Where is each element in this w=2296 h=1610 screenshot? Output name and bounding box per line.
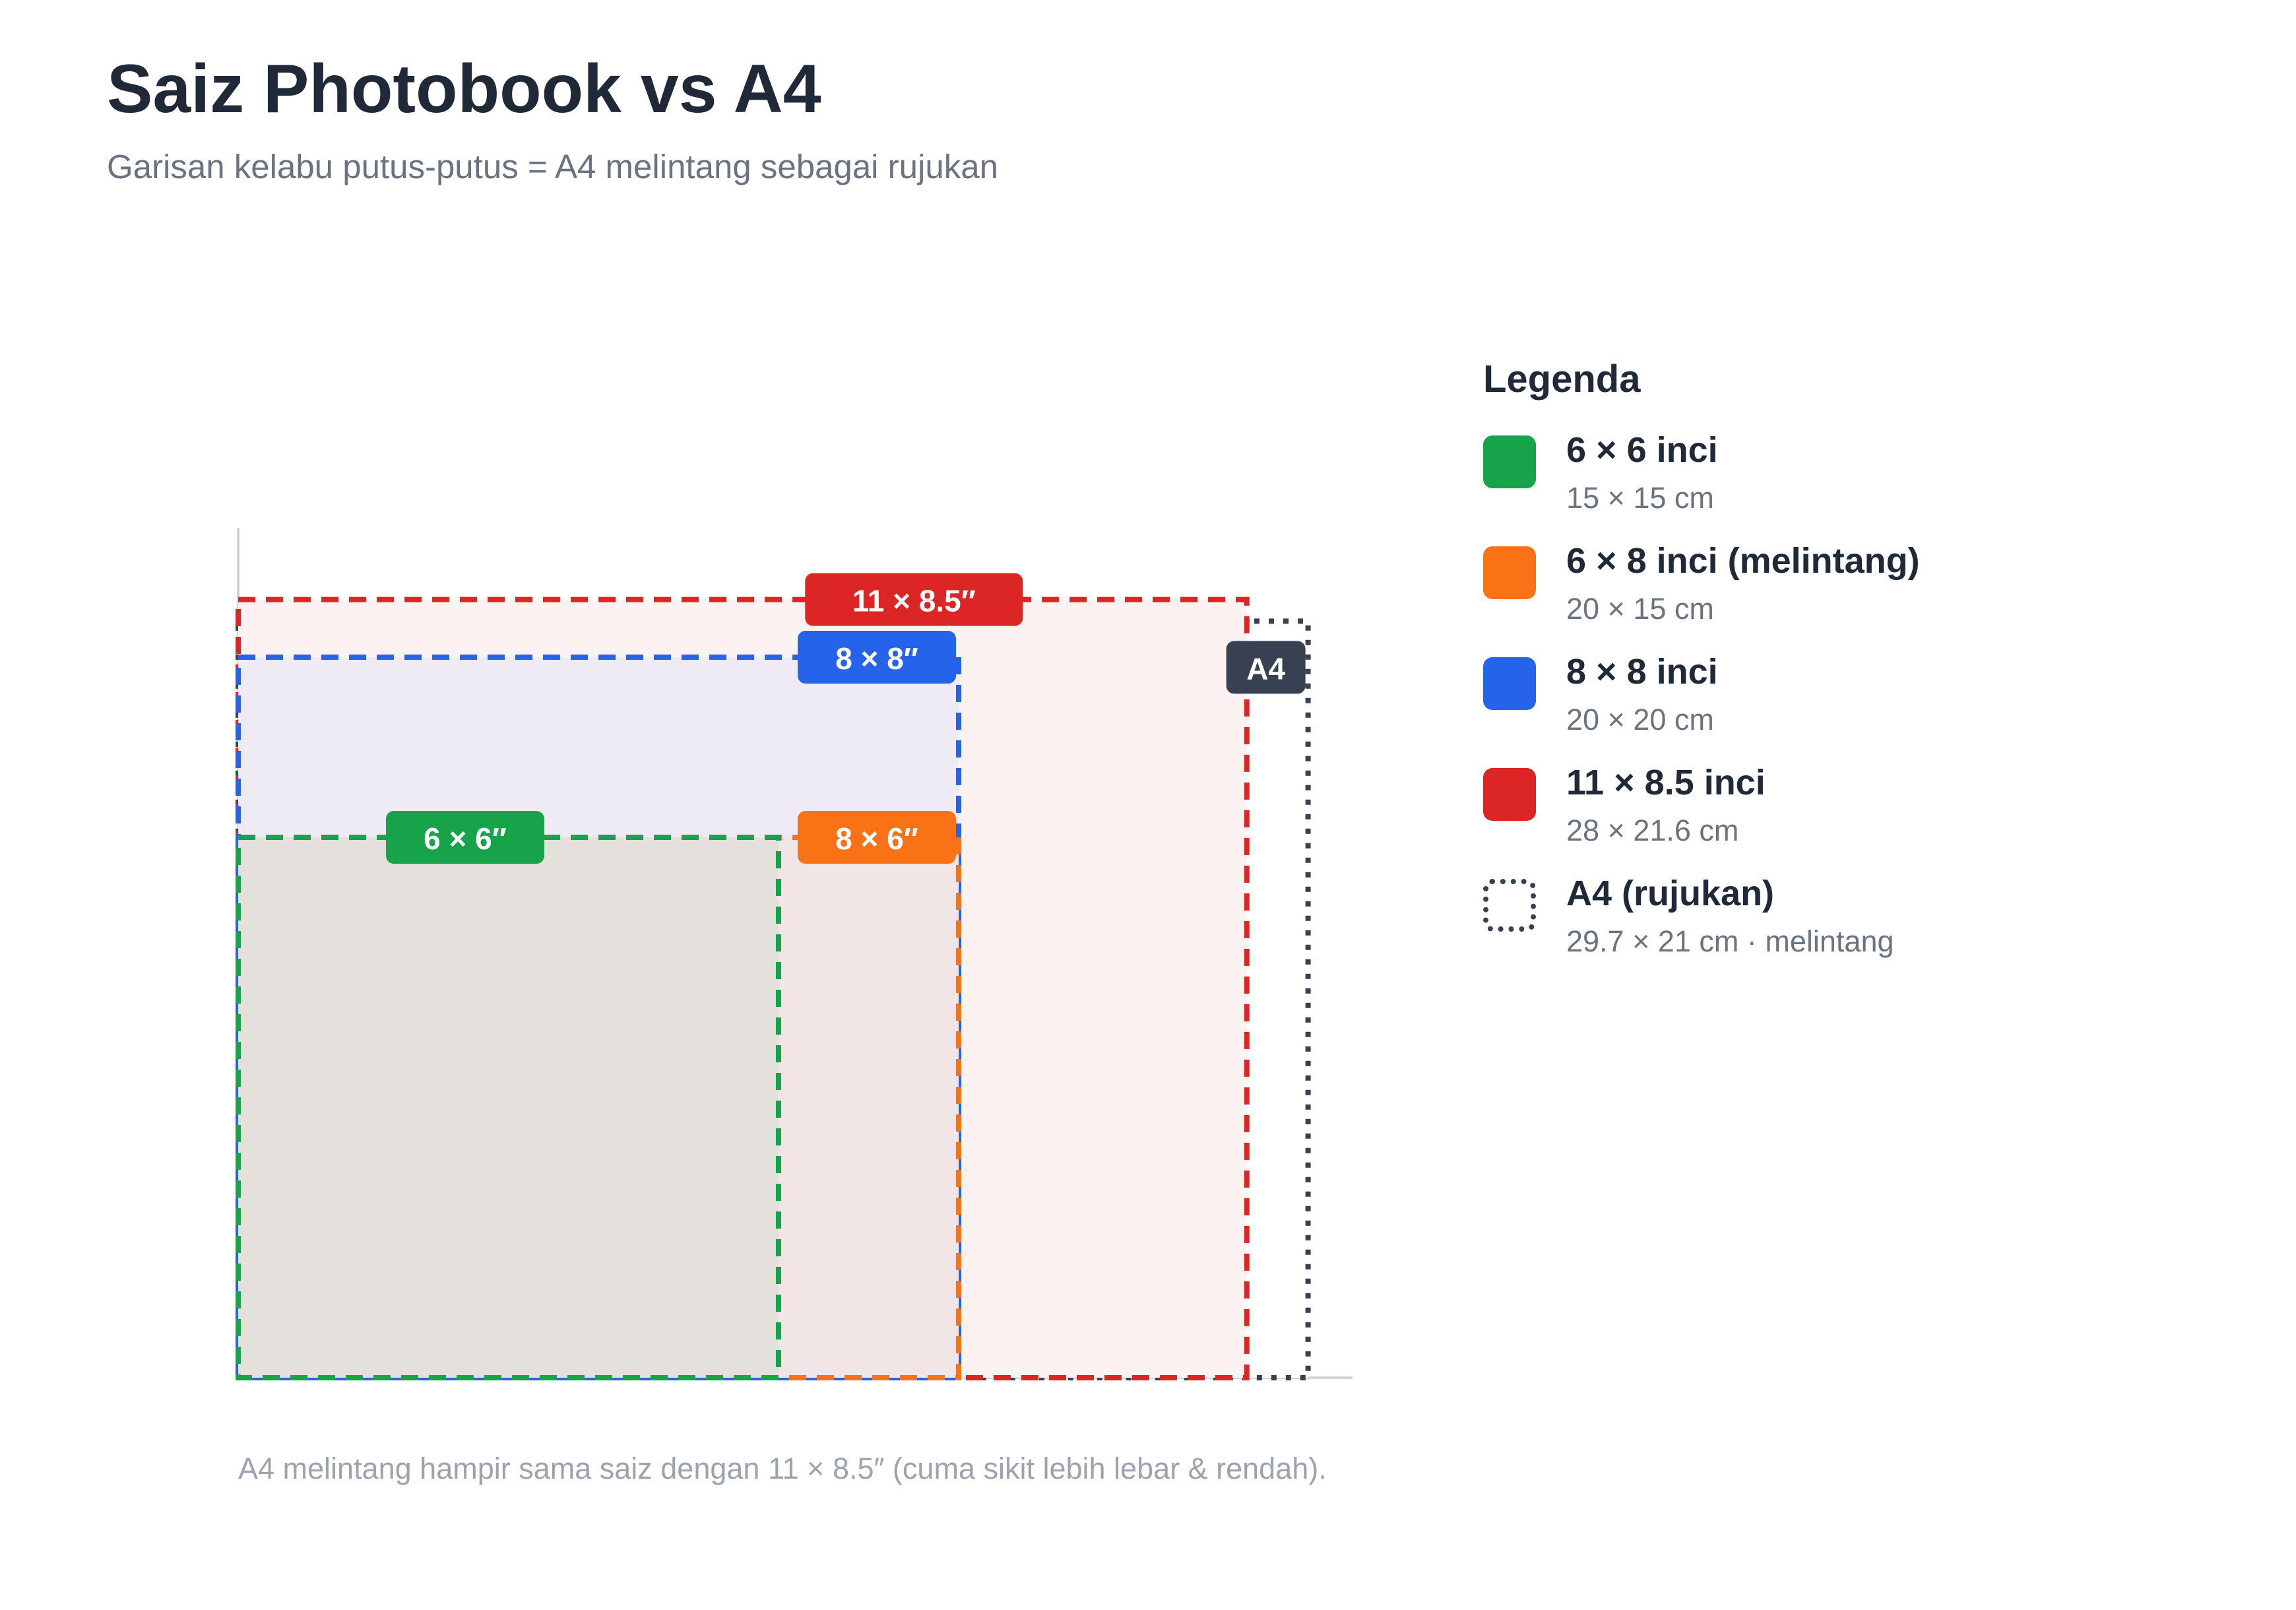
legend-item-name: 8 × 8 inci — [1566, 651, 1718, 692]
footnote: A4 melintang hampir sama saiz dengan 11 … — [238, 1452, 1327, 1485]
legend-item-a4: A4 (rujukan) 29.7 × 21 cm · melintang — [1483, 872, 2242, 983]
page-title: Saiz Photobook vs A4 — [107, 51, 821, 127]
size-label-badge-a4 — [1226, 641, 1306, 694]
size-label-badge-6x6 — [385, 811, 544, 864]
legend-title: Legenda — [1483, 358, 1641, 401]
legend-item-size: 15 × 15 cm — [1566, 480, 1714, 515]
legend-swatch-6x8 — [1483, 546, 1536, 599]
legend-item-size: 29.7 × 21 cm · melintang — [1566, 924, 1894, 958]
legend-item-name: A4 (rujukan) — [1566, 873, 1775, 913]
legend-item-8x8: 8 × 8 inci 20 × 20 cm — [1483, 651, 2242, 761]
labels-layer: A4 11 × 8.5″ 8 × 8″ 8 × 6″ 6 × 6″ — [385, 573, 1306, 864]
size-label-badge-11x8-5 — [805, 573, 1023, 626]
legend-item-size: 20 × 20 cm — [1566, 702, 1714, 736]
legend-item-6x6: 6 × 6 inci 15 × 15 cm — [1483, 429, 2242, 540]
legend-item-11x8-5: 11 × 8.5 inci 28 × 21.6 cm — [1483, 761, 2242, 872]
rectangles-layer — [236, 596, 1311, 1380]
legend: Legenda 6 × 6 inci 15 × 15 cm 6 × 8 inci… — [1483, 356, 2242, 983]
size-label-badge-8x8 — [798, 631, 956, 684]
legend-item-name: 11 × 8.5 inci — [1566, 762, 1766, 802]
size-rect-6x6 — [236, 835, 781, 1380]
legend-swatch-11x8-5 — [1483, 767, 1536, 821]
size-comparison-diagram: A4 11 × 8.5″ 8 × 8″ 8 × 6″ 6 × 6″ — [236, 528, 1353, 1380]
legend-swatch-6x6 — [1483, 435, 1536, 488]
size-label-8x8: 8 × 8″ — [835, 641, 918, 676]
size-label-a4: A4 — [1246, 651, 1285, 686]
legend-swatch-a4 — [1483, 878, 1536, 932]
size-label-11x8-5: 11 × 8.5″ — [852, 584, 976, 618]
legend-item-size: 28 × 21.6 cm — [1566, 813, 1739, 847]
size-label-badge-6x8 — [798, 811, 956, 864]
legend-item-name: 6 × 6 inci — [1566, 430, 1718, 470]
legend-item-6x8: 6 × 8 inci (melintang) 20 × 15 cm — [1483, 540, 2242, 651]
legend-item-size: 20 × 15 cm — [1566, 591, 1714, 626]
size-label-6x6: 6 × 6″ — [424, 821, 507, 856]
legend-swatch-8x8 — [1483, 657, 1536, 710]
legend-item-name: 6 × 8 inci (melintang) — [1566, 540, 1920, 581]
size-label-6x8: 8 × 6″ — [835, 821, 918, 856]
page-subtitle: Garisan kelabu putus-putus = A4 melintan… — [107, 148, 998, 185]
